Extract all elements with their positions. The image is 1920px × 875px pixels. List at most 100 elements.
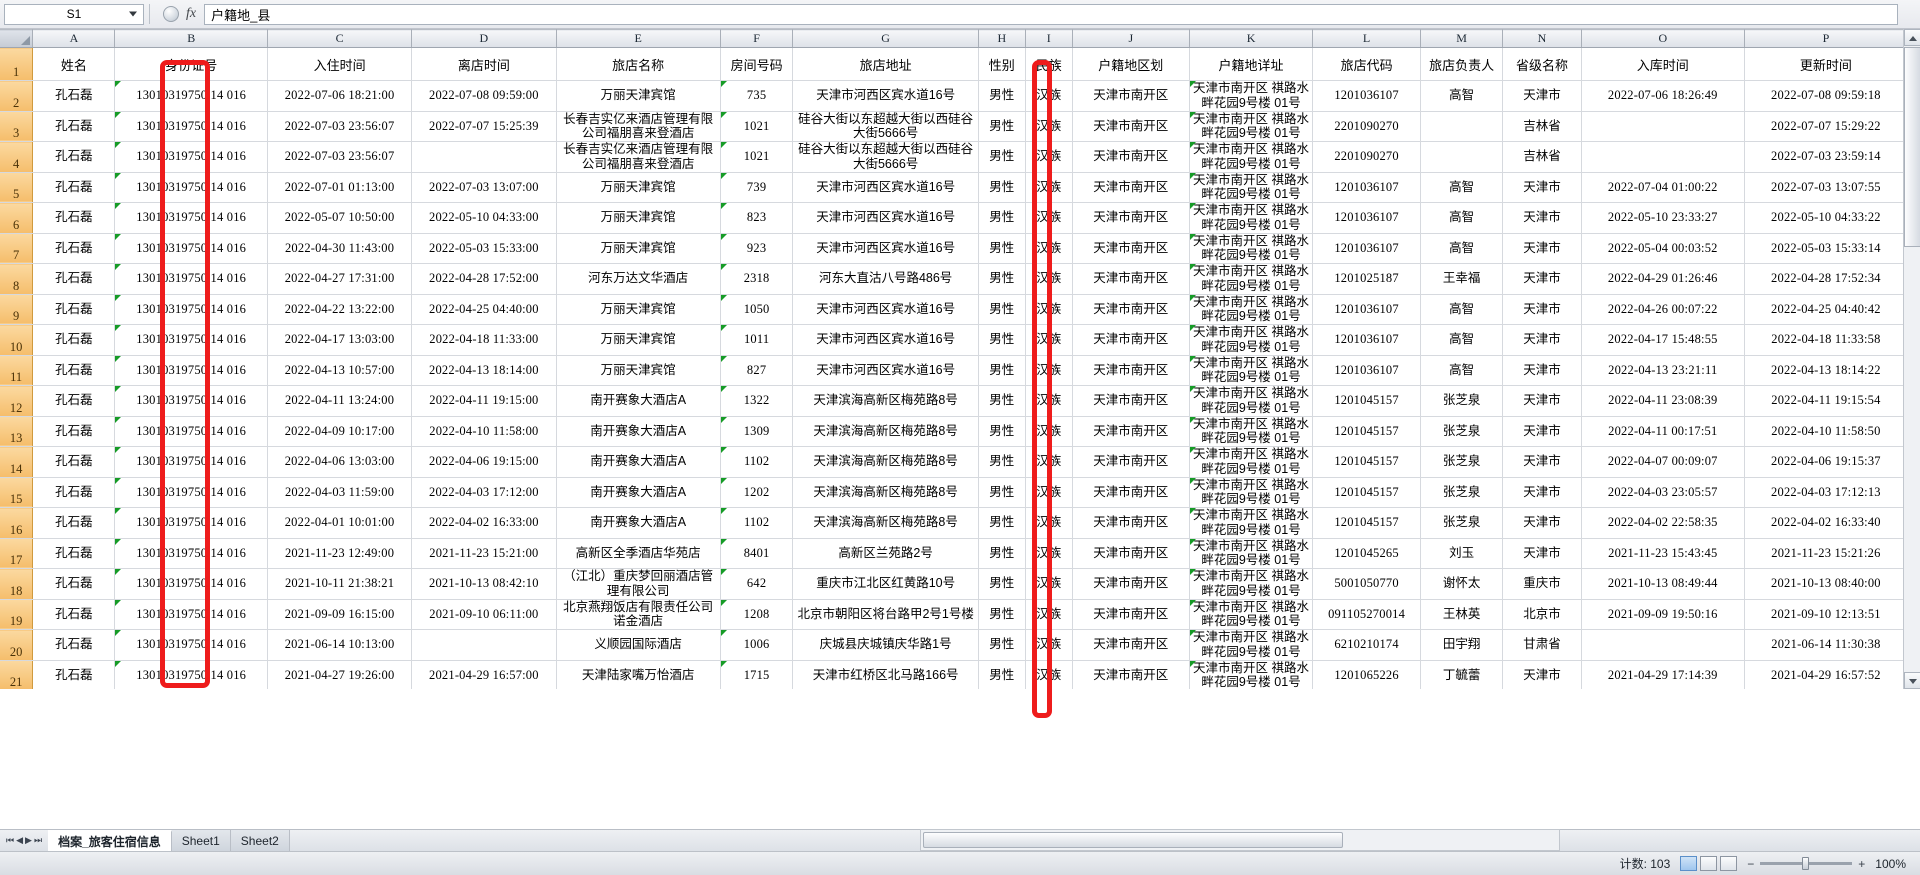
cell-gender[interactable]: 男性 (978, 660, 1026, 689)
cell-hotel-code[interactable]: 1201036107 (1312, 202, 1422, 234)
cell-hotel-code[interactable]: 1201036107 (1312, 172, 1422, 203)
cell-room-number[interactable]: 2318 (720, 263, 794, 295)
cell-import-time[interactable] (1581, 141, 1745, 173)
cell-ethnicity[interactable]: 汉族 (1025, 263, 1073, 295)
cell-household-address[interactable]: 天津市南开区 祺路水畔花园9号楼 01号 (1189, 80, 1314, 112)
cell-hotel-address[interactable]: 重庆市江北区红黄路10号 (792, 568, 979, 600)
cell-name[interactable]: 孔石磊 (32, 599, 116, 630)
field-label-checkin-time[interactable]: 入住时间 (267, 47, 413, 81)
row-number-6[interactable]: 6 (0, 202, 34, 234)
cell-hotel-code[interactable]: 1201045157 (1312, 477, 1422, 508)
cell-id-number[interactable]: 13010319750 14 016 (114, 477, 268, 508)
column-header-C[interactable]: C (267, 29, 413, 48)
cell-update-time[interactable]: 2021-06-14 11:30:38 (1744, 629, 1909, 661)
cell-update-time[interactable]: 2022-04-06 19:15:37 (1744, 446, 1909, 478)
cell-name[interactable]: 孔石磊 (32, 446, 116, 478)
cell-gender[interactable]: 男性 (978, 233, 1026, 264)
cell-household-address[interactable]: 天津市南开区 祺路水畔花园9号楼 01号 (1189, 477, 1314, 508)
cell-hotel-address[interactable]: 天津滨海高新区梅苑路8号 (792, 507, 979, 539)
cell-id-number[interactable]: 13010319750 14 016 (114, 446, 268, 478)
zoom-in-icon[interactable]: + (1858, 856, 1866, 871)
cell-checkout-time[interactable] (411, 629, 557, 661)
cell-room-number[interactable]: 735 (720, 80, 794, 112)
column-header-E[interactable]: E (556, 29, 721, 48)
cell-id-number[interactable]: 13010319750 14 016 (114, 629, 268, 661)
select-all-corner[interactable] (0, 29, 34, 48)
cell-ethnicity[interactable]: 汉族 (1025, 538, 1073, 569)
cell-ethnicity[interactable]: 汉族 (1025, 416, 1073, 447)
cell-name[interactable]: 孔石磊 (32, 477, 116, 508)
cell-hotel-name[interactable]: 万丽天津宾馆 (556, 324, 721, 356)
column-header-O[interactable]: O (1581, 29, 1745, 48)
cell-import-time[interactable]: 2022-05-10 23:33:27 (1581, 202, 1745, 234)
cell-ethnicity[interactable]: 汉族 (1025, 507, 1073, 539)
cell-update-time[interactable]: 2022-07-08 09:59:18 (1744, 80, 1909, 112)
cell-checkin-time[interactable]: 2022-07-03 23:56:07 (267, 141, 413, 173)
cell-hotel-code[interactable]: 091105270014 (1312, 599, 1422, 630)
cell-hotel-code[interactable]: 1201036107 (1312, 80, 1422, 112)
field-label-room-number[interactable]: 房间号码 (720, 47, 794, 81)
cell-gender[interactable]: 男性 (978, 324, 1026, 356)
cell-household-address[interactable]: 天津市南开区 祺路水畔花园9号楼 01号 (1189, 141, 1314, 173)
cell-hotel-code[interactable]: 1201036107 (1312, 355, 1422, 386)
cell-checkin-time[interactable]: 2022-04-06 13:03:00 (267, 446, 413, 478)
scroll-up-arrow-icon[interactable] (1904, 29, 1920, 46)
cell-name[interactable]: 孔石磊 (32, 416, 116, 447)
page-layout-view-icon[interactable] (1700, 856, 1718, 871)
cell-household-region[interactable]: 天津市南开区 (1072, 599, 1190, 630)
cell-update-time[interactable]: 2022-07-03 23:59:14 (1744, 141, 1909, 173)
cell-checkout-time[interactable]: 2022-07-03 13:07:00 (411, 172, 557, 203)
last-sheet-icon[interactable]: ⏭ (33, 835, 43, 845)
cell-household-region[interactable]: 天津市南开区 (1072, 233, 1190, 264)
cell-ethnicity[interactable]: 汉族 (1025, 446, 1073, 478)
prev-sheet-icon[interactable]: ◀ (16, 835, 24, 845)
cell-room-number[interactable]: 1322 (720, 385, 794, 417)
cell-province[interactable]: 天津市 (1502, 294, 1582, 325)
cell-hotel-address[interactable]: 天津市河西区宾水道16号 (792, 294, 979, 325)
column-header-P[interactable]: P (1744, 29, 1909, 48)
field-label-hotel-code[interactable]: 旅店代码 (1312, 47, 1422, 81)
column-header-D[interactable]: D (411, 29, 557, 48)
column-header-L[interactable]: L (1312, 29, 1422, 48)
cell-checkin-time[interactable]: 2022-07-03 23:56:07 (267, 111, 413, 142)
cell-room-number[interactable]: 1050 (720, 294, 794, 325)
view-mode-buttons[interactable] (1680, 856, 1738, 871)
cell-gender[interactable]: 男性 (978, 80, 1026, 112)
field-label-household-address[interactable]: 户籍地详址 (1189, 47, 1314, 81)
cell-import-time[interactable]: 2022-04-11 00:17:51 (1581, 416, 1745, 447)
cell-import-time[interactable]: 2022-04-29 01:26:46 (1581, 263, 1745, 295)
cell-id-number[interactable]: 13010319750 14 016 (114, 324, 268, 356)
cell-gender[interactable]: 男性 (978, 263, 1026, 295)
cell-hotel-address[interactable]: 天津滨海高新区梅苑路8号 (792, 477, 979, 508)
cell-hotel-name[interactable]: 南开赛象大酒店A (556, 385, 721, 417)
cell-checkin-time[interactable]: 2021-06-14 10:13:00 (267, 629, 413, 661)
cell-id-number[interactable]: 13010319750 14 016 (114, 80, 268, 112)
cell-household-region[interactable]: 天津市南开区 (1072, 263, 1190, 295)
cell-hotel-address[interactable]: 天津滨海高新区梅苑路8号 (792, 446, 979, 478)
row-number-12[interactable]: 12 (0, 385, 34, 417)
row-number-19[interactable]: 19 (0, 599, 34, 630)
row-number-13[interactable]: 13 (0, 416, 34, 447)
cell-import-time[interactable]: 2021-10-13 08:49:44 (1581, 568, 1745, 600)
cell-household-region[interactable]: 天津市南开区 (1072, 507, 1190, 539)
cell-checkin-time[interactable]: 2022-07-01 01:13:00 (267, 172, 413, 203)
cell-checkout-time[interactable]: 2022-07-07 15:25:39 (411, 111, 557, 142)
cell-checkout-time[interactable]: 2022-05-03 15:33:00 (411, 233, 557, 264)
cell-ethnicity[interactable]: 汉族 (1025, 660, 1073, 689)
cell-household-address[interactable]: 天津市南开区 祺路水畔花园9号楼 01号 (1189, 629, 1314, 661)
formula-input[interactable]: 户籍地_县 (204, 3, 1898, 25)
field-label-hotel-manager[interactable]: 旅店负责人 (1420, 47, 1504, 81)
cell-room-number[interactable]: 823 (720, 202, 794, 234)
scroll-down-arrow-icon[interactable] (1904, 672, 1920, 689)
field-label-update-time[interactable]: 更新时间 (1744, 47, 1909, 81)
cell-name[interactable]: 孔石磊 (32, 660, 116, 689)
cell-import-time[interactable]: 2022-04-26 00:07:22 (1581, 294, 1745, 325)
cell-province[interactable]: 天津市 (1502, 507, 1582, 539)
cell-household-region[interactable]: 天津市南开区 (1072, 385, 1190, 417)
cell-update-time[interactable]: 2022-04-03 17:12:13 (1744, 477, 1909, 508)
cell-hotel-name[interactable]: 高新区全季酒店华苑店 (556, 538, 721, 569)
cell-hotel-code[interactable]: 2201090270 (1312, 141, 1422, 173)
cell-hotel-manager[interactable]: 丁毓蕾 (1420, 660, 1504, 689)
cell-update-time[interactable]: 2022-04-25 04:40:42 (1744, 294, 1909, 325)
cell-checkin-time[interactable]: 2022-04-09 10:17:00 (267, 416, 413, 447)
